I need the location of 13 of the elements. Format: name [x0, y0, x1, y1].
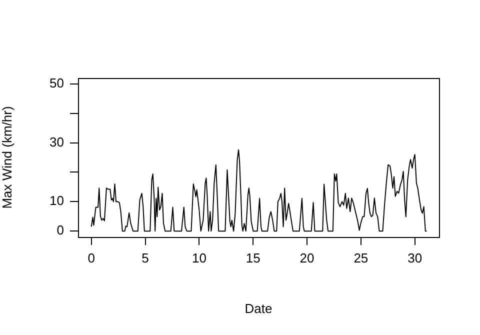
x-tick-label: 15	[246, 250, 260, 266]
x-axis-title: Date	[244, 300, 272, 316]
y-axis-title: Max Wind (km/hr)	[0, 106, 14, 209]
y-tick-label: 10	[50, 193, 64, 208]
x-tick-label: 20	[300, 250, 314, 266]
x-tick-label: 0	[88, 250, 95, 266]
x-tick-label: 5	[142, 250, 149, 266]
x-tick-label: 30	[408, 250, 422, 266]
x-tick-label: 10	[192, 250, 206, 266]
y-tick-label: 0	[56, 222, 64, 238]
x-tick-label: 25	[354, 250, 368, 266]
y-tick-label: 30	[50, 134, 64, 150]
y-tick-label: 50	[50, 75, 64, 90]
